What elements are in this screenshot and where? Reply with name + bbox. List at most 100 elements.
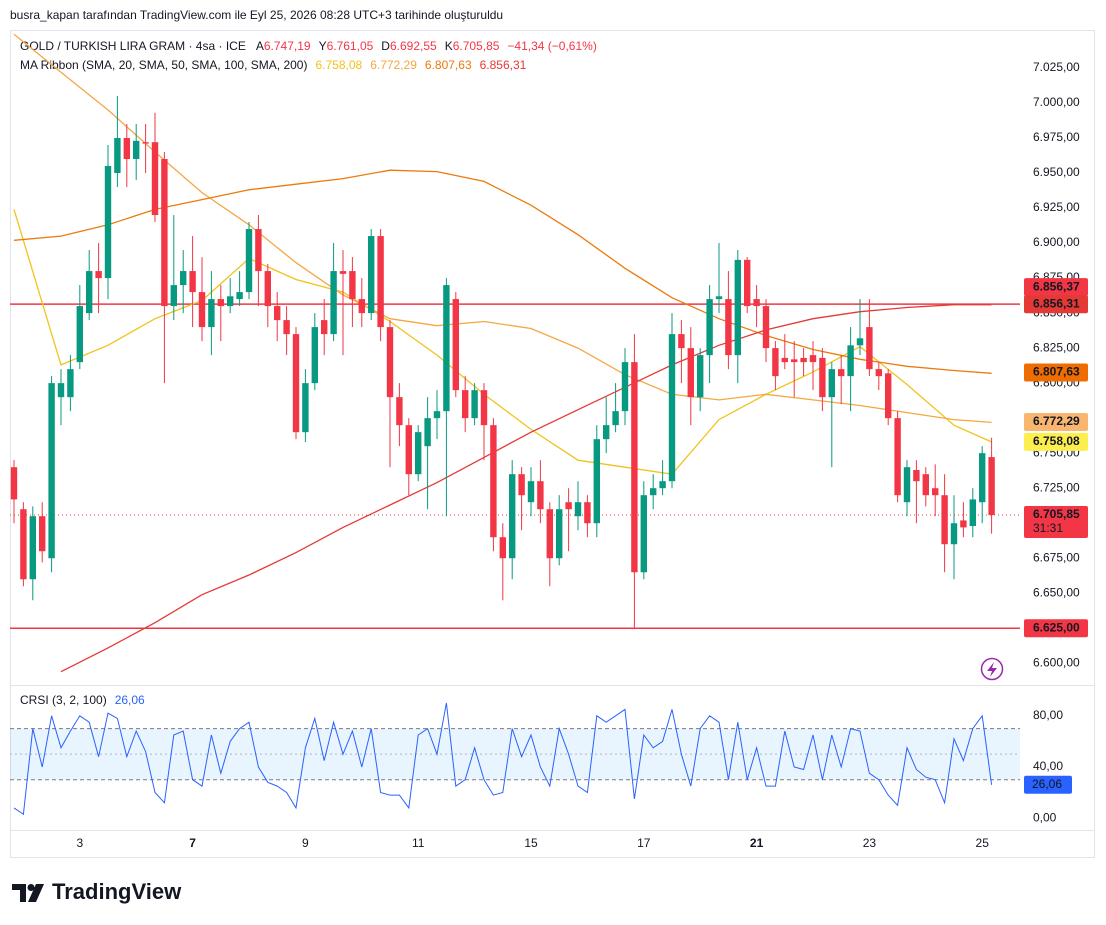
y-tick-label: 6.650,00	[1033, 585, 1080, 599]
candle-body	[762, 306, 770, 349]
ohlc-key: K	[445, 39, 453, 53]
candle-body	[706, 299, 713, 356]
candle-body	[941, 495, 948, 545]
candle-body	[565, 502, 572, 510]
ohlc-value: 6.692,55	[390, 39, 437, 53]
x-tick-label: 23	[863, 836, 877, 850]
symbol-name: GOLD / TURKISH LIRA GRAM · 4sa · ICE	[20, 39, 246, 53]
candle-body	[546, 509, 553, 559]
candle-body	[499, 537, 506, 559]
candle-body	[574, 502, 582, 517]
candle-body	[311, 327, 318, 384]
price-label-box	[1024, 363, 1088, 382]
candle-body	[603, 425, 610, 440]
y-tick-label: 6.975,00	[1033, 130, 1080, 144]
candle-body	[462, 390, 469, 419]
price-label-box	[1024, 295, 1088, 314]
candle-body	[527, 481, 535, 503]
crsi-last-box	[1024, 775, 1072, 794]
ribbon-value: 6.772,29	[370, 58, 417, 72]
ribbon-label: MA Ribbon (SMA, 20, SMA, 50, SMA, 100, S…	[20, 58, 307, 72]
candle-body	[198, 292, 206, 328]
candle-body	[57, 383, 65, 398]
alert-icon[interactable]	[980, 657, 1004, 681]
ohlc-key: D	[381, 39, 390, 53]
candle-body	[255, 229, 262, 272]
candle-body	[960, 520, 967, 528]
ohlc-key: A	[256, 39, 264, 53]
candle-body	[20, 509, 27, 580]
price-label: 6.758,08	[1033, 434, 1080, 448]
candle-body	[744, 259, 751, 307]
logo-mark	[12, 884, 26, 902]
candle-body	[725, 299, 732, 356]
candle-body	[490, 425, 497, 538]
candle-body	[208, 299, 215, 328]
candle-body	[415, 432, 422, 475]
x-tick-label: 9	[302, 836, 309, 850]
price-label-box	[1024, 278, 1088, 297]
candle-body	[104, 166, 112, 279]
ribbon-value: 6.807,63	[425, 58, 472, 72]
candle-body	[95, 271, 102, 279]
candle-body	[659, 481, 666, 489]
alert-bolt[interactable]	[987, 662, 997, 677]
candle-body	[809, 355, 817, 363]
candle-body	[537, 481, 544, 510]
y-tick-label: 6.825,00	[1033, 340, 1080, 354]
ohlc-value: 6.747,19	[264, 39, 311, 53]
candle-body	[161, 159, 168, 307]
candle-body	[386, 327, 394, 398]
candle-body	[349, 271, 356, 300]
candle-body	[631, 362, 638, 573]
candle-body	[236, 292, 243, 300]
brand-logo: TradingView	[12, 879, 182, 904]
y-tick-label: 6.950,00	[1033, 165, 1080, 179]
moving-average	[13, 169, 992, 374]
candle-body	[368, 236, 375, 314]
candle-body	[828, 369, 835, 398]
candle-body	[39, 516, 46, 552]
candle-body	[678, 334, 685, 349]
candle-body	[396, 397, 403, 426]
x-tick-label: 11	[412, 836, 425, 850]
candle-body	[875, 369, 882, 377]
candle-body	[480, 390, 488, 426]
candle-body	[969, 499, 976, 527]
y-tick-label: 6.900,00	[1033, 235, 1080, 249]
countdown: 31:31	[1033, 521, 1063, 535]
x-tick-label: 17	[637, 836, 651, 850]
legend-symbol: GOLD / TURKISH LIRA GRAM · 4sa · ICE A6.7…	[20, 39, 597, 53]
candle-body	[509, 474, 516, 559]
ribbon-value: 6.758,08	[315, 58, 362, 72]
candle-body	[781, 357, 788, 363]
price-label: 6.856,31	[1033, 296, 1080, 310]
x-tick-label: 25	[976, 836, 990, 850]
candle-body	[123, 137, 130, 160]
crsi-tick-label: 0,00	[1033, 810, 1057, 824]
candle-body	[189, 271, 196, 293]
candle-body	[885, 373, 892, 419]
candle-body	[640, 495, 647, 573]
candle-body	[339, 271, 347, 274]
candle-body	[424, 418, 431, 447]
candle-body	[471, 390, 478, 419]
candle-body	[302, 383, 309, 433]
candle-body	[170, 285, 177, 307]
candle-body	[593, 439, 600, 524]
price-label-box	[1024, 506, 1088, 539]
candle-body	[979, 453, 986, 503]
candle-body	[217, 299, 224, 307]
candle-body	[988, 457, 995, 516]
y-tick-label: 7.000,00	[1033, 95, 1080, 109]
crsi-value: 26,06	[115, 693, 145, 707]
change: −41,34 (−0,61%)	[507, 39, 596, 53]
attribution: busra_kapan tarafından TradingView.com i…	[10, 8, 503, 22]
y-tick-label: 6.675,00	[1033, 550, 1080, 564]
candle-body	[67, 369, 74, 398]
candle-body	[856, 338, 864, 346]
candle-body	[612, 411, 619, 426]
crsi-line	[13, 702, 993, 816]
candle-body	[142, 142, 149, 144]
y-tick-label: 6.925,00	[1033, 200, 1080, 214]
